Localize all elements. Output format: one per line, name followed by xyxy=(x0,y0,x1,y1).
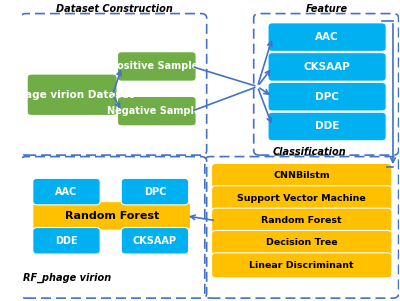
FancyBboxPatch shape xyxy=(121,228,189,254)
Text: Negative Samples: Negative Samples xyxy=(107,106,206,116)
Text: Feature: Feature xyxy=(306,4,348,14)
FancyBboxPatch shape xyxy=(268,82,386,111)
Text: DDE: DDE xyxy=(315,122,339,132)
Text: Dataset Construction: Dataset Construction xyxy=(56,4,173,14)
Text: Positive Samples: Positive Samples xyxy=(110,61,204,71)
FancyBboxPatch shape xyxy=(212,208,392,233)
FancyBboxPatch shape xyxy=(212,186,392,211)
Text: Support Vector Machine: Support Vector Machine xyxy=(237,194,366,203)
Text: Random Forest: Random Forest xyxy=(64,211,159,221)
FancyBboxPatch shape xyxy=(268,53,386,81)
FancyBboxPatch shape xyxy=(27,74,117,116)
FancyBboxPatch shape xyxy=(33,202,190,230)
FancyBboxPatch shape xyxy=(118,52,196,81)
FancyBboxPatch shape xyxy=(33,178,100,205)
FancyBboxPatch shape xyxy=(121,178,189,205)
Text: DPC: DPC xyxy=(144,187,166,197)
FancyBboxPatch shape xyxy=(212,253,392,278)
FancyBboxPatch shape xyxy=(118,96,196,126)
FancyBboxPatch shape xyxy=(212,231,392,256)
Text: CKSAAP: CKSAAP xyxy=(304,62,350,72)
Text: DPC: DPC xyxy=(315,92,339,102)
Text: CNNBilstm: CNNBilstm xyxy=(273,172,330,181)
Text: Linear Discriminant: Linear Discriminant xyxy=(249,261,354,270)
Text: CKSAAP: CKSAAP xyxy=(133,236,177,246)
FancyBboxPatch shape xyxy=(33,228,100,254)
Text: AAC: AAC xyxy=(315,32,339,42)
Text: Decision Tree: Decision Tree xyxy=(266,238,338,247)
FancyBboxPatch shape xyxy=(268,112,386,141)
Text: RF_phage virion: RF_phage virion xyxy=(23,273,112,283)
Text: Random Forest: Random Forest xyxy=(261,216,342,225)
Text: AAC: AAC xyxy=(55,187,78,197)
FancyBboxPatch shape xyxy=(268,23,386,51)
FancyBboxPatch shape xyxy=(212,163,392,188)
Text: Classification: Classification xyxy=(272,147,346,157)
Text: Phage virion Dataset: Phage virion Dataset xyxy=(10,90,134,100)
Text: DDE: DDE xyxy=(55,236,78,246)
